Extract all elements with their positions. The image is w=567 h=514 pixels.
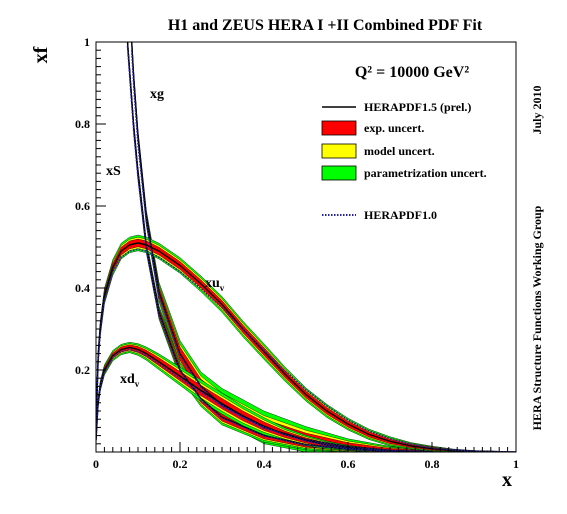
y-tick-label: 0.6 — [75, 199, 90, 213]
curve-label-xdv-sub: v — [135, 379, 140, 389]
legend-label-herapdf15: HERAPDF1.5 (prel.) — [364, 100, 471, 114]
x-tick-label: 0 — [93, 457, 99, 471]
x-tick-label: 1 — [513, 457, 519, 471]
axes: 0 0.2 0.4 0.6 0.8 1 0.2 0.4 0.6 0.8 1 — [75, 35, 519, 471]
curve-herapdf15-xS — [126, 42, 391, 452]
curve-herapdf15-xuv — [96, 242, 516, 452]
y-tick-label: 0.2 — [75, 363, 90, 377]
y-tick-label: 0.4 — [75, 281, 90, 295]
curve-herapdf10-xS — [126, 46, 391, 452]
legend-label-herapdf10: HERAPDF1.0 — [364, 208, 437, 222]
legend-swatch-exp — [321, 120, 357, 136]
date-label: July 2010 — [530, 85, 544, 134]
curve-label-xuv-sub: v — [220, 283, 225, 293]
x-tick-label: 0.6 — [341, 457, 356, 471]
y-axis-label: xf — [30, 46, 52, 63]
legend-swatch-model — [321, 143, 357, 159]
band-model-xS — [127, 42, 391, 452]
band-param-xS — [127, 42, 391, 452]
legend-label-model: model uncert. — [364, 144, 435, 158]
legend-label-exp: exp. uncert. — [364, 121, 424, 135]
band-model-xuv — [96, 236, 516, 452]
q2-annotation: Q² = 10000 GeV² — [355, 64, 469, 81]
band-param-xuv — [96, 234, 516, 452]
curve-herapdf10-xuv — [96, 248, 516, 452]
curve-label-xuv: xuv — [205, 276, 225, 293]
x-tick-label: 0.8 — [425, 457, 440, 471]
curve-label-xuv-main: xu — [205, 276, 220, 291]
x-tick-label: 0.2 — [173, 457, 188, 471]
curve-label-xs: xS — [106, 164, 121, 179]
curve-herapdf10-xdv — [96, 348, 433, 452]
band-exp-xS — [127, 42, 391, 452]
legend: HERAPDF1.5 (prel.) exp. uncert. model un… — [321, 100, 487, 222]
band-exp-xuv — [96, 238, 516, 452]
group-label: HERA Structure Functions Working Group — [530, 205, 544, 430]
x-axis-label: x — [502, 469, 512, 491]
x-tick-label: 0.4 — [257, 457, 272, 471]
curve-label-xdv-main: xd — [120, 372, 135, 387]
legend-label-param: parametrization uncert. — [364, 166, 487, 180]
curve-label-xg: xg — [150, 87, 164, 102]
y-tick-label: 1 — [84, 35, 90, 49]
band-param-xg — [131, 42, 433, 452]
y-tick-label: 0.8 — [75, 117, 90, 131]
chart-title: H1 and ZEUS HERA I +II Combined PDF Fit — [168, 17, 483, 34]
curve-label-xdv: xdv — [120, 372, 140, 389]
curve-herapdf15-xdv — [96, 346, 433, 452]
legend-swatch-param — [321, 165, 357, 181]
